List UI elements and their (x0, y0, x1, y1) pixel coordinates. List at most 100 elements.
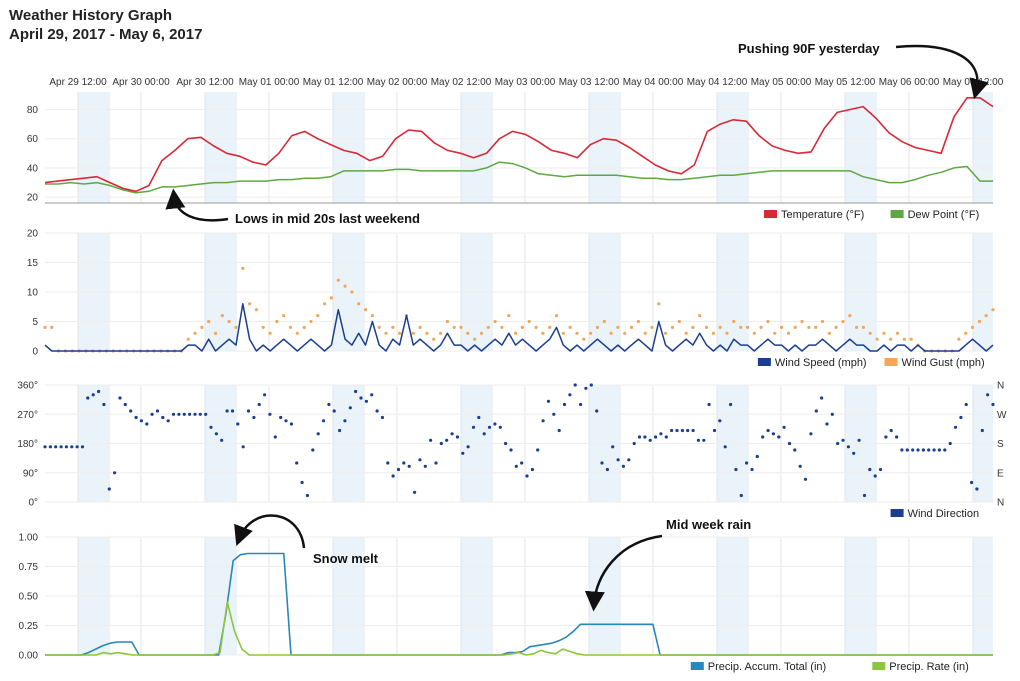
data-point (207, 319, 211, 324)
legend-label: Wind Gust (mph) (902, 357, 985, 369)
data-point (616, 458, 620, 462)
y-right-label: W (997, 410, 1007, 421)
data-point (546, 399, 551, 403)
data-point (643, 435, 647, 439)
data-point (500, 325, 504, 329)
data-point (534, 325, 538, 329)
data-point (477, 415, 481, 420)
data-point (698, 314, 702, 318)
data-point (686, 428, 690, 433)
data-point (648, 438, 652, 442)
data-point (391, 474, 395, 478)
data-point (150, 412, 154, 416)
data-point (755, 454, 759, 459)
data-point (857, 438, 861, 442)
data-point (309, 319, 313, 324)
data-point (284, 419, 288, 423)
data-point (434, 461, 438, 465)
data-point (793, 448, 797, 452)
data-point (659, 432, 663, 436)
data-point (295, 461, 299, 465)
data-point (418, 458, 422, 462)
data-point (959, 415, 963, 420)
data-point (321, 419, 326, 423)
y-tick-label: 0 (32, 347, 38, 358)
data-point (664, 331, 668, 335)
data-point (809, 432, 813, 436)
data-point (145, 422, 149, 426)
annotation-arrow (895, 44, 989, 100)
data-point (527, 319, 531, 324)
data-point (745, 461, 749, 465)
data-point (875, 337, 879, 341)
data-point (364, 399, 368, 403)
data-point (568, 325, 572, 329)
data-point (398, 331, 402, 335)
data-point (241, 266, 245, 270)
data-point (948, 441, 952, 446)
data-point (905, 448, 909, 452)
data-point (752, 331, 756, 335)
data-point (273, 435, 277, 439)
data-point (282, 314, 286, 318)
data-point (220, 314, 224, 318)
series-line (45, 161, 993, 194)
y-tick-label: 0.75 (19, 562, 39, 573)
data-point (97, 389, 101, 394)
data-point (107, 487, 111, 491)
data-point (370, 314, 374, 318)
data-point (889, 428, 893, 433)
y-tick-label: 80 (27, 105, 39, 116)
data-point (766, 319, 770, 324)
data-point (729, 402, 733, 407)
page-subtitle: April 29, 2017 - May 6, 2017 (9, 26, 203, 43)
data-point (338, 428, 342, 433)
legend-label: Wind Speed (mph) (775, 357, 867, 369)
data-point (711, 331, 716, 335)
data-point (129, 409, 133, 413)
y-right-label: N (997, 381, 1004, 392)
data-point (439, 441, 443, 446)
data-point (834, 325, 838, 329)
data-point (582, 337, 586, 341)
data-point (193, 412, 197, 416)
data-point (386, 461, 390, 465)
data-point (702, 438, 706, 442)
annotation-arrow (234, 514, 306, 549)
data-point (504, 441, 508, 446)
data-point (632, 441, 636, 446)
data-point (873, 474, 877, 478)
annotation-text: Lows in mid 20s last weekend (235, 211, 420, 226)
x-tick-label: May 05 00:00 (751, 77, 812, 88)
data-point (536, 448, 540, 452)
shade-band (78, 92, 110, 203)
data-point (927, 448, 931, 452)
data-point (316, 314, 320, 318)
data-point (350, 290, 354, 294)
data-point (636, 319, 641, 324)
page-title: Weather History Graph (9, 7, 173, 24)
annotation-text: Mid week rain (666, 517, 751, 532)
y-right-label: S (997, 439, 1004, 450)
series-line (44, 97, 994, 193)
x-tick-label: May 02 12:00 (431, 77, 492, 88)
data-point (48, 445, 53, 449)
data-point (932, 448, 936, 452)
data-point (868, 331, 872, 335)
legend-swatch (890, 509, 904, 517)
data-point (439, 331, 443, 335)
data-point (461, 451, 465, 455)
data-point (161, 415, 165, 420)
data-point (432, 337, 436, 341)
x-tick-label: May 03 00:00 (495, 77, 556, 88)
data-point (664, 435, 668, 439)
y-tick-label: 10 (27, 288, 39, 299)
data-point (186, 337, 190, 341)
data-point (336, 278, 340, 282)
data-point (798, 464, 802, 468)
data-point (902, 337, 906, 341)
data-point (123, 402, 127, 407)
data-point (739, 325, 743, 329)
data-point (723, 445, 727, 449)
data-point (520, 325, 525, 329)
